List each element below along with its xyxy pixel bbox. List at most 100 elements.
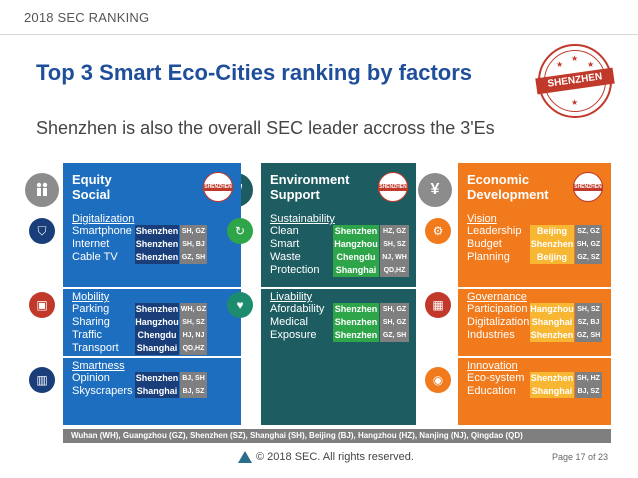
runner-up-cell: SH, BJ bbox=[180, 238, 207, 251]
factor-label: Leadership bbox=[467, 225, 522, 237]
top-city-cell: Shanghai bbox=[333, 264, 379, 277]
factor-label: Digitalization bbox=[467, 316, 530, 328]
top-city-cell: Shenzhen bbox=[333, 225, 379, 238]
people-icon bbox=[25, 173, 59, 207]
star-icon: ★ bbox=[571, 54, 579, 63]
top-city-cell: Beijing bbox=[530, 251, 574, 264]
factor-label: Parking bbox=[72, 303, 110, 315]
runner-up-cell: HJ, NJ bbox=[180, 329, 207, 342]
factor-row: Smart Hangzhou SH, SZ bbox=[261, 238, 416, 251]
factor-row: Parking Shenzhen WH, GZ bbox=[63, 303, 241, 316]
column-equity: Equity Social SHENZHEN Digitalization Smartp… bbox=[63, 163, 241, 425]
top-city-cell: Chengdu bbox=[135, 329, 179, 342]
section-livability: Livability Afordability Shenzhen SH, GZ Medi… bbox=[261, 291, 416, 342]
factor-row: Medical Shenzhen SH, GZ bbox=[261, 316, 416, 329]
runner-up-cell: SH, HZ bbox=[575, 372, 602, 385]
column-economic: Economic Development SHENZHEN Vision Leaders… bbox=[458, 163, 611, 425]
page-title: Top 3 Smart Eco-Cities ranking by factor… bbox=[36, 60, 473, 85]
section-heading: Digitalization bbox=[72, 213, 135, 225]
section-heading: Innovation bbox=[467, 360, 518, 372]
section-divider bbox=[63, 287, 241, 289]
shenzhen-mini-stamp: SHENZHEN bbox=[203, 172, 233, 202]
factor-label: Skyscrapers bbox=[72, 385, 133, 397]
factor-label: Afordability bbox=[270, 303, 325, 315]
column-title: Economic Development bbox=[467, 172, 577, 202]
shenzhen-mini-stamp: SHENZHEN bbox=[378, 172, 408, 202]
top-city-cell: Shanghai bbox=[135, 385, 179, 398]
section-heading: Livability bbox=[270, 291, 313, 303]
mini-stamp-text: SHENZHEN bbox=[573, 184, 603, 191]
factor-label: Sharing bbox=[72, 316, 110, 328]
section-mobility: Mobility Parking Shenzhen WH, GZ Sharing Hang… bbox=[63, 291, 241, 355]
top-city-cell: Shanghai bbox=[135, 342, 179, 355]
top-city-cell: Shenzhen bbox=[135, 372, 179, 385]
factor-row: Leadership Beijing SZ, GZ bbox=[458, 225, 611, 238]
factor-row: Opinion Shenzhen BJ, SH bbox=[63, 372, 241, 385]
top-city-cell: Shanghai bbox=[530, 316, 574, 329]
factor-label: Smart bbox=[270, 238, 300, 250]
page-number: Page 17 of 23 bbox=[552, 452, 609, 462]
shenzhen-stamp: ★ ★ ★ SHENZHEN ★ bbox=[535, 44, 615, 118]
factor-row: Education Shanghai BJ, SZ bbox=[458, 385, 611, 398]
column-environment: Environment Support SHENZHEN Sustainability… bbox=[261, 163, 416, 425]
section-divider bbox=[63, 356, 241, 358]
runner-up-cell: SH, SZ bbox=[380, 238, 409, 251]
top-city-cell: Chengdu bbox=[333, 251, 379, 264]
runner-up-cell: HZ, GZ bbox=[380, 225, 409, 238]
section-divider bbox=[458, 287, 611, 289]
runner-up-cell: BJ, SZ bbox=[575, 385, 602, 398]
column-title-line: Equity bbox=[72, 172, 112, 187]
copyright: © 2018 SEC. All rights reserved. bbox=[238, 451, 414, 463]
factor-row: Participation Hangzhou SH, SZ bbox=[458, 303, 611, 316]
section-innovation: Innovation Eco-system Shenzhen SH, HZ Educat… bbox=[458, 360, 611, 398]
factor-row: Sharing Hangzhou SH, SZ bbox=[63, 316, 241, 329]
factor-label: Clean bbox=[270, 225, 299, 237]
gear-icon: ⚙ bbox=[425, 218, 451, 244]
factor-row: Planning Beijing GZ, SZ bbox=[458, 251, 611, 264]
factor-row: Skyscrapers Shanghai BJ, SZ bbox=[63, 385, 241, 398]
column-title-line: Environment bbox=[270, 172, 350, 187]
runner-up-cell: SZ, BJ bbox=[575, 316, 602, 329]
section-heading: Mobility bbox=[72, 291, 110, 303]
section-divider bbox=[261, 287, 416, 289]
factor-label: Protection bbox=[270, 264, 320, 276]
factor-row: Cable TV Shenzhen GZ, SH bbox=[63, 251, 241, 264]
factor-label: Transport bbox=[72, 342, 119, 354]
top-city-cell: Shenzhen bbox=[135, 303, 179, 316]
factor-row: Budget Shenzhen SH, GZ bbox=[458, 238, 611, 251]
factor-label: Waste bbox=[270, 251, 301, 263]
section-heading: Smartness bbox=[72, 360, 125, 372]
runner-up-cell: QD,HZ bbox=[380, 264, 409, 277]
sec-logo-icon bbox=[238, 451, 252, 463]
lightbulb-icon: ◉ bbox=[425, 367, 451, 393]
top-city-cell: Shenzhen bbox=[135, 251, 179, 264]
top-city-cell: Shenzhen bbox=[135, 225, 179, 238]
factor-label: Industries bbox=[467, 329, 515, 341]
shenzhen-mini-stamp: SHENZHEN bbox=[573, 172, 603, 202]
runner-up-cell: SH, GZ bbox=[380, 303, 409, 316]
factor-label: Internet bbox=[72, 238, 110, 250]
runner-up-cell: SZ, GZ bbox=[575, 225, 602, 238]
runner-up-cell: SH, GZ bbox=[380, 316, 409, 329]
mini-stamp-text: SHENZHEN bbox=[378, 184, 408, 191]
top-city-cell: Shenzhen bbox=[333, 316, 379, 329]
factor-label: Eco-system bbox=[467, 372, 525, 384]
runner-up-cell: SH, SZ bbox=[575, 303, 602, 316]
top-city-cell: Shenzhen bbox=[530, 238, 574, 251]
factor-row: Eco-system Shenzhen SH, HZ bbox=[458, 372, 611, 385]
star-icon: ★ bbox=[587, 60, 595, 69]
column-title: Equity Social bbox=[72, 172, 182, 202]
column-title-line: Development bbox=[467, 187, 549, 202]
top-city-cell: Shanghai bbox=[530, 385, 574, 398]
section-governance: Governance Participation Hangzhou SH, SZ Dig… bbox=[458, 291, 611, 342]
star-icon: ★ bbox=[571, 98, 579, 107]
page-subtitle: Shenzhen is also the overall SEC leader … bbox=[36, 118, 495, 138]
star-icon: ★ bbox=[556, 60, 564, 69]
runner-up-cell: GZ, SH bbox=[380, 329, 409, 342]
runner-up-cell: GZ, SH bbox=[180, 251, 207, 264]
factor-row: Industries Shenzhen GZ, SH bbox=[458, 329, 611, 342]
factor-label: Opinion bbox=[72, 372, 110, 384]
runner-up-cell: NJ, WH bbox=[380, 251, 409, 264]
factor-row: Transport Shanghai QD,HZ bbox=[63, 342, 241, 355]
city-legend: Wuhan (WH), Guangzhou (GZ), Shenzhen (SZ… bbox=[63, 429, 611, 443]
